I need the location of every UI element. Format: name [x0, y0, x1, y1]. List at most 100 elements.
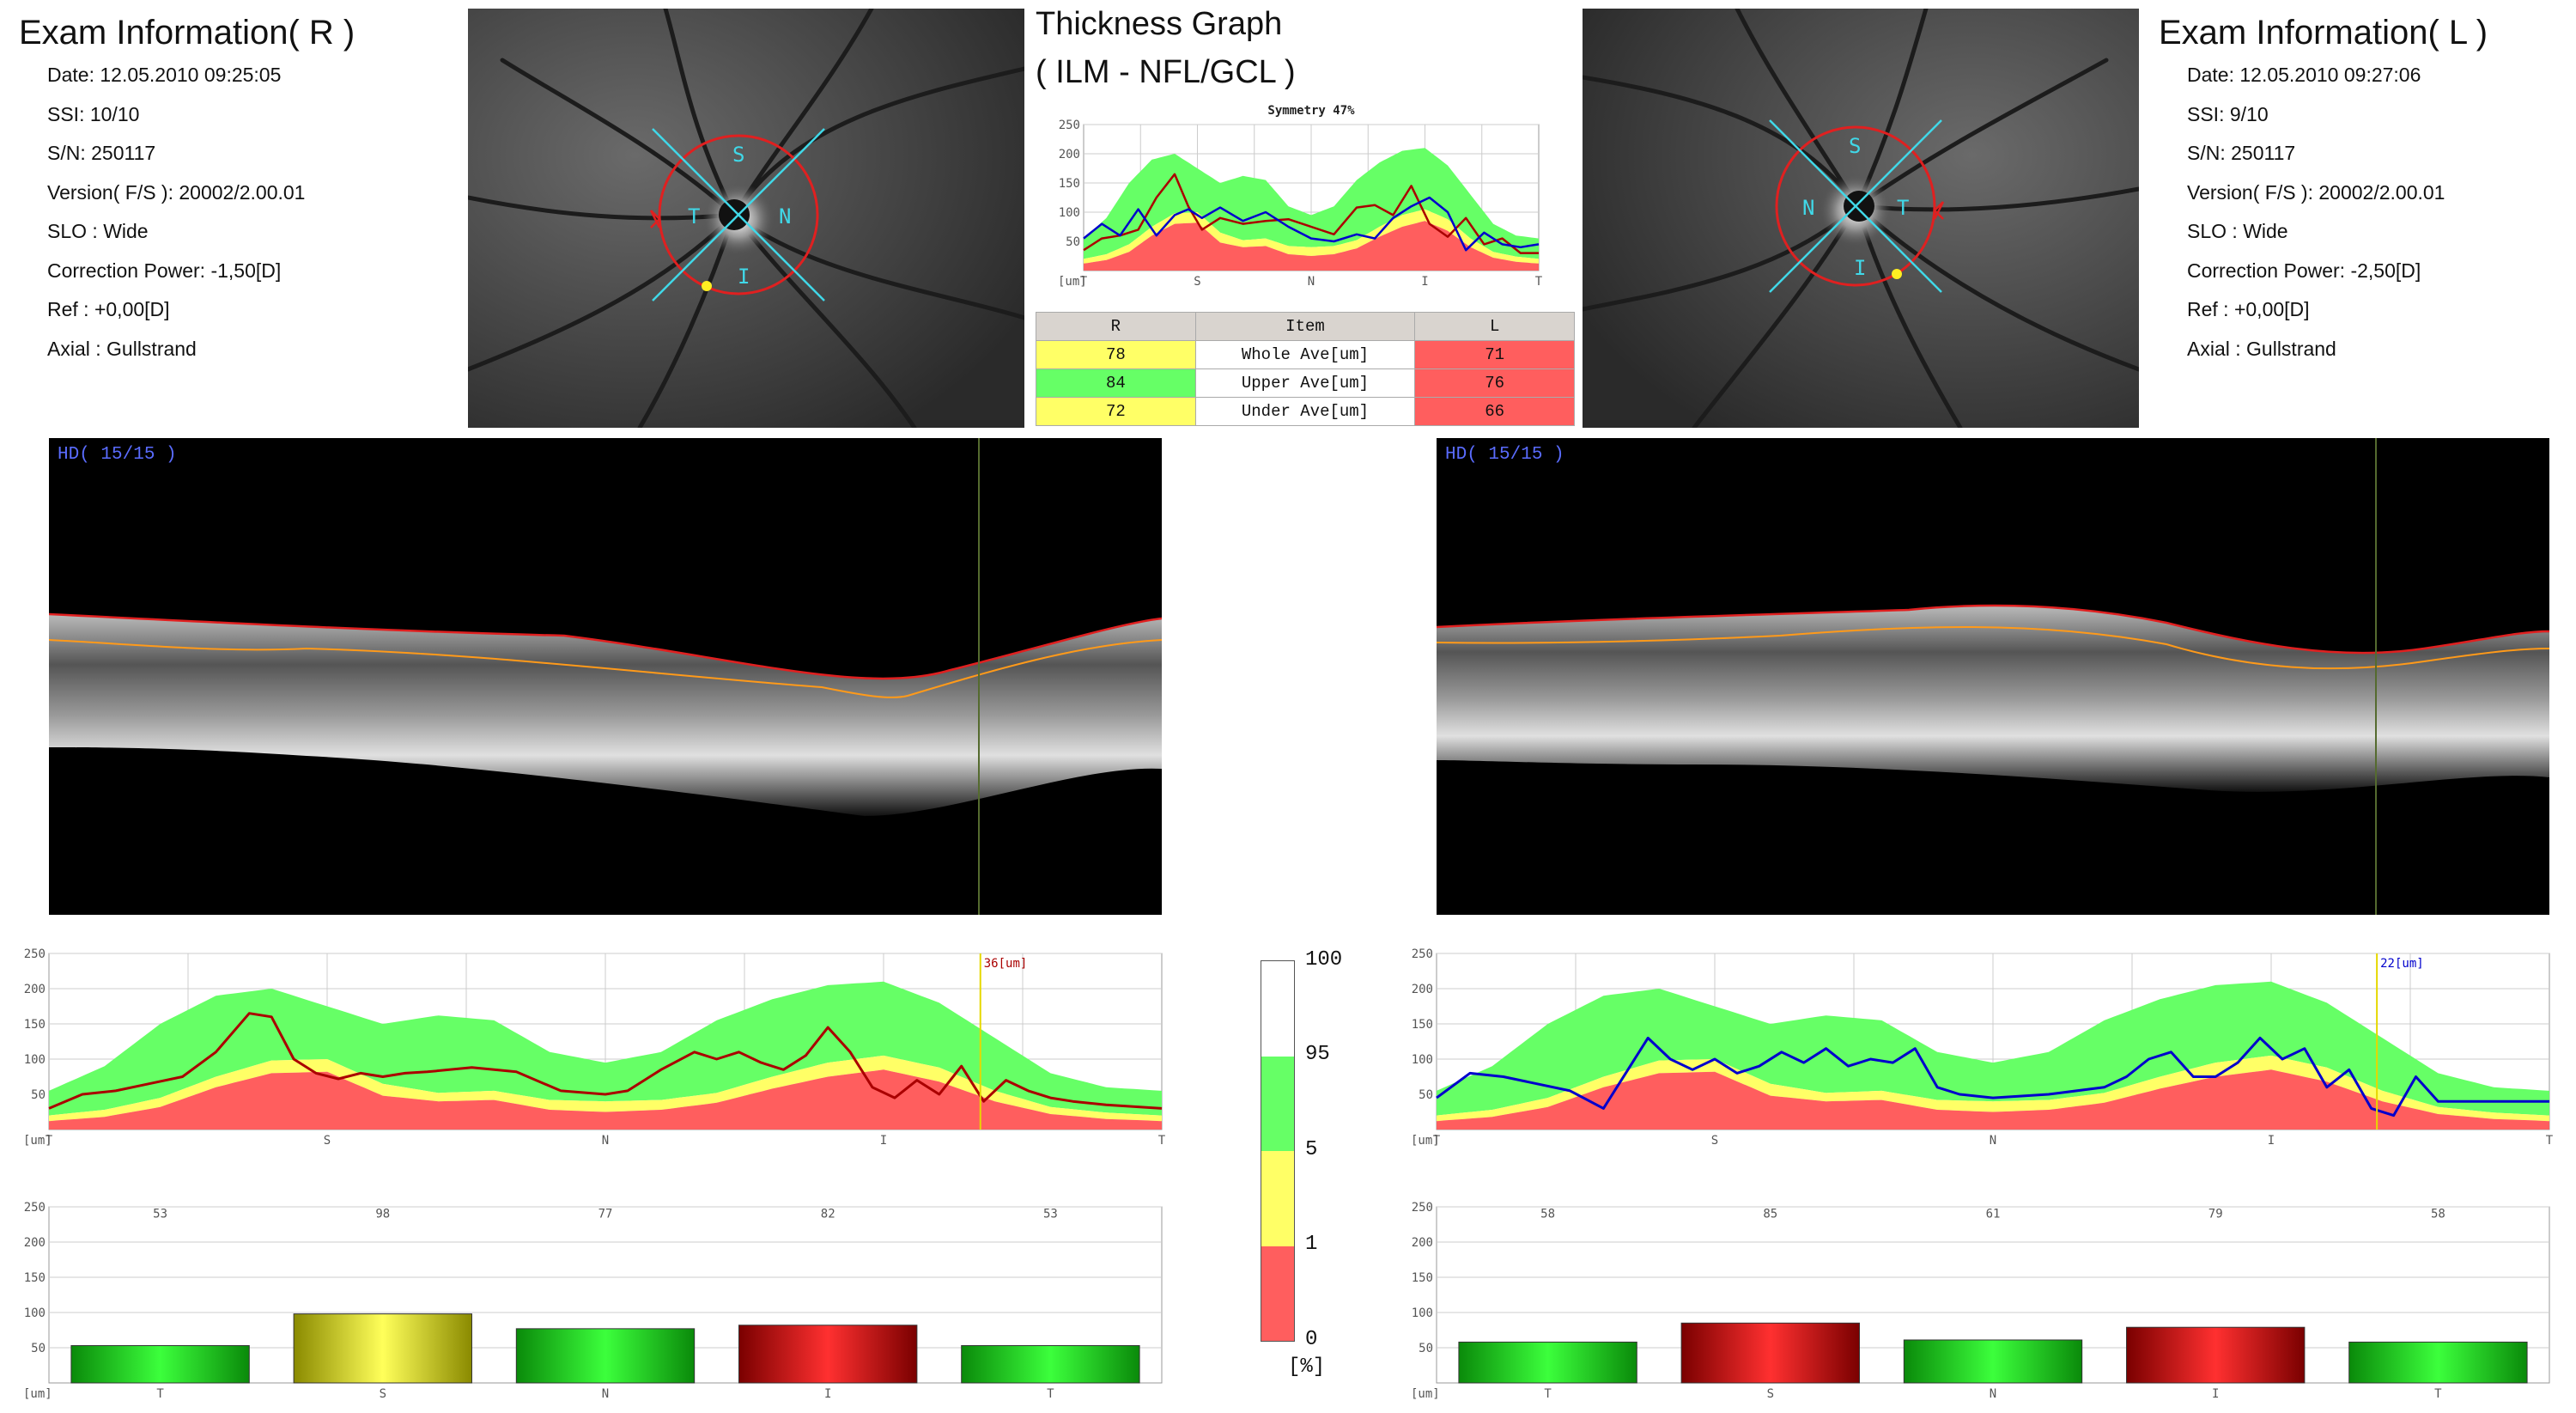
sym-l-value: 76: [1414, 368, 1575, 398]
outside-band-red: [49, 1069, 1162, 1130]
exam-correction-left: Correction Power: -2,50[D]: [2187, 259, 2421, 282]
x-tick-label: T: [2546, 1134, 2554, 1148]
fundus-label-s-right: S: [732, 143, 744, 167]
legend-tick-5: 5: [1305, 1138, 1318, 1161]
sym-item-label: Whole Ave[um]: [1194, 340, 1416, 369]
y-tick-label: 250: [1412, 947, 1433, 961]
x-tick-label: S: [380, 1387, 386, 1401]
legend-bar: [1261, 960, 1295, 1342]
left-thickness-profile-chart: 50 100 150 200 250 [um] 22[um] T S N I T: [1411, 947, 2554, 1148]
series-line-L: [1083, 196, 1540, 252]
exam-slo-left: SLO : Wide: [2187, 220, 2288, 242]
x-tick-label: N: [602, 1387, 609, 1401]
y-tick-label: 100: [24, 1306, 46, 1320]
bar-value-label: 79: [2208, 1207, 2223, 1221]
bar-value-label: 77: [598, 1207, 613, 1221]
symmetry-table: R Item L 78 Whole Ave[um] 71 84 Upper Av…: [1036, 312, 1575, 426]
bar-t-4: [2348, 1341, 2528, 1384]
x-tick-label: S: [324, 1134, 331, 1148]
exam-axial-right: Axial : Gullstrand: [47, 337, 197, 360]
legend-tick-0: 0: [1305, 1328, 1318, 1351]
sym-item-label: Under Ave[um]: [1194, 397, 1416, 426]
y-tick-label: 50: [1066, 235, 1080, 249]
fundus-label-n-left: N: [1802, 196, 1814, 220]
y-axis-unit: [um]: [23, 1387, 52, 1401]
x-tick-label: T: [1535, 275, 1543, 289]
bar-n-2: [1903, 1339, 2083, 1384]
y-tick-label: 100: [24, 1053, 46, 1067]
exam-version-right: Version( F/S ): 20002/2.00.01: [47, 180, 306, 204]
exam-info-left: Exam Information( L ) Date: 12.05.2010 0…: [2159, 14, 2488, 368]
oct-scan-left: HD( 15/15 ): [1437, 438, 2549, 915]
x-tick-label: S: [1767, 1387, 1774, 1401]
y-tick-label: 150: [24, 1271, 46, 1285]
x-tick-label: I: [880, 1134, 887, 1148]
y-tick-label: 100: [1059, 206, 1080, 220]
exam-ssi-left: SSI: 9/10: [2187, 102, 2269, 125]
y-tick-label: 150: [1412, 1271, 1433, 1285]
thickness-graph-title-line1: Thickness Graph: [1036, 6, 1283, 42]
sym-header-r: R: [1036, 312, 1196, 341]
borderline-band-yellow: [1437, 1055, 2549, 1122]
fundus-image-right: S T N I: [468, 9, 1024, 428]
outside-band-red: [1437, 1069, 2549, 1130]
x-tick-label: T: [46, 1134, 53, 1148]
x-tick-label: T: [1047, 1387, 1054, 1401]
x-tick-label: T: [1544, 1387, 1552, 1401]
y-axis-unit: [um]: [1411, 1134, 1440, 1148]
normal-band-green: [1084, 148, 1539, 259]
x-tick-label: S: [1711, 1134, 1718, 1148]
sym-header-item: Item: [1194, 312, 1416, 341]
bar-value-label: 58: [2431, 1207, 2445, 1221]
y-tick-label: 200: [1412, 1236, 1433, 1250]
cursor-value-label: 36[um]: [984, 957, 1028, 971]
exam-ssi-right: SSI: 10/10: [47, 102, 140, 125]
oct-label-left: HD( 15/15 ): [1445, 445, 1564, 465]
sym-item-label: Upper Ave[um]: [1194, 368, 1416, 398]
exam-title-left: Exam Information( L ): [2159, 14, 2488, 52]
table-row: 72 Under Ave[um] 66: [1036, 397, 1575, 426]
x-tick-label: N: [602, 1134, 609, 1148]
fundus-image-left: S N T I: [1583, 9, 2139, 428]
exam-correction-right: Correction Power: -1,50[D]: [47, 259, 282, 282]
oct-scan-right: HD( 15/15 ): [49, 438, 1162, 915]
x-tick-label: T: [156, 1387, 164, 1401]
thickness-graph-title-line2: ( ILM - NFL/GCL ): [1036, 54, 1296, 90]
x-tick-label: I: [2268, 1134, 2275, 1148]
legend-unit: [%]: [1288, 1355, 1326, 1379]
y-tick-label: 150: [24, 1018, 46, 1032]
series-line-R: [48, 1012, 1163, 1110]
exam-sn-right: S/N: 250117: [47, 142, 156, 164]
y-tick-label: 150: [1059, 177, 1080, 191]
legend-yellow-band: [1261, 1151, 1294, 1246]
y-tick-label: 250: [24, 947, 46, 961]
bar-t-0: [70, 1345, 250, 1384]
exam-info-right: Exam Information( R ) Date: 12.05.2010 0…: [19, 14, 355, 368]
x-tick-label: I: [2212, 1387, 2219, 1401]
y-tick-label: 50: [1419, 1088, 1433, 1102]
bar-value-label: 85: [1763, 1207, 1777, 1221]
exam-axial-left: Axial : Gullstrand: [2187, 337, 2336, 360]
oct-label-right: HD( 15/15 ): [58, 445, 177, 465]
table-row: 78 Whole Ave[um] 71: [1036, 340, 1575, 369]
fundus-label-n-right: N: [779, 204, 791, 228]
y-tick-label: 200: [24, 983, 46, 996]
bar-s-1: [1680, 1322, 1860, 1384]
exam-title-right: Exam Information( R ): [19, 14, 355, 52]
sym-r-value: 78: [1036, 340, 1196, 369]
legend-green-band: [1261, 1056, 1294, 1151]
y-tick-label: 50: [31, 1088, 46, 1102]
normal-band-green: [1437, 981, 2549, 1116]
fundus-label-i-right: I: [738, 265, 750, 289]
exam-date-left: Date: 12.05.2010 09:27:06: [2187, 64, 2421, 86]
right-sector-bar-chart: 50 100 150 200 250 [um] 53 T 98 S 77 N 82 I 53 T: [23, 1201, 1163, 1401]
sym-l-value: 66: [1414, 397, 1575, 426]
sym-header-l: L: [1414, 312, 1575, 341]
y-tick-label: 250: [24, 1201, 46, 1215]
y-tick-label: 200: [24, 1236, 46, 1250]
x-tick-label: I: [824, 1387, 831, 1401]
exam-sn-left: S/N: 250117: [2187, 142, 2296, 164]
legend-tick-100: 100: [1305, 948, 1343, 971]
x-tick-label: I: [1421, 275, 1428, 289]
bar-value-label: 53: [1043, 1207, 1058, 1221]
